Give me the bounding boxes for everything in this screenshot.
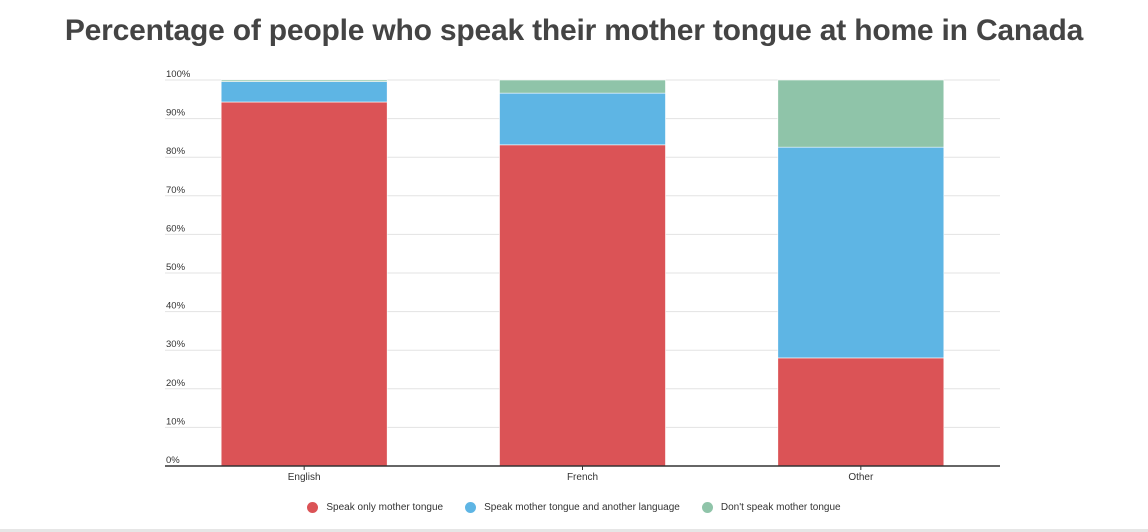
legend-label: Don't speak mother tongue <box>720 502 841 513</box>
legend-item-mother-tongue-and-another[interactable]: Speak mother tongue and another language <box>465 502 680 513</box>
y-tick-label: 90% <box>166 108 186 119</box>
y-tick-label: 100% <box>166 69 191 80</box>
y-tick-label: 20% <box>166 378 186 389</box>
bar-segment-other-2[interactable] <box>777 79 945 148</box>
y-tick-label: 30% <box>166 339 186 350</box>
y-tick-label: 10% <box>166 416 186 427</box>
bar-segment-other-1[interactable] <box>777 146 945 359</box>
x-tick-label: French <box>567 472 598 483</box>
legend-swatch-green <box>701 502 713 513</box>
chart-title: Percentage of people who speak their mot… <box>64 14 1084 47</box>
y-tick-label: 70% <box>166 185 186 196</box>
bar-segment-french-2[interactable] <box>499 79 666 94</box>
legend-swatch-red <box>307 502 319 513</box>
y-tick-label: 40% <box>166 301 186 312</box>
x-tick-label: English <box>288 472 321 483</box>
y-tick-label: 80% <box>166 146 186 157</box>
legend-label: Speak mother tongue and another language <box>484 502 680 513</box>
legend-swatch-blue <box>465 502 477 513</box>
legend-item-only-mother-tongue[interactable]: Speak only mother tongue <box>307 502 443 513</box>
bar-segment-english-2[interactable] <box>220 79 388 82</box>
bar-segment-french-1[interactable] <box>499 92 666 146</box>
x-tick-label: Other <box>848 472 874 483</box>
bar-segment-french-0[interactable] <box>499 144 666 467</box>
legend-item-dont-speak-mother-tongue[interactable]: Don't speak mother tongue <box>701 502 841 513</box>
legend-label: Speak only mother tongue <box>326 502 444 513</box>
y-tick-label: 0% <box>166 455 180 466</box>
y-tick-label: 60% <box>166 223 186 234</box>
chart-plot: 0% 10% 20% 30% 40% 50% 60% 70% 80% 90% 100% English… <box>165 69 1000 483</box>
chart-legend: Speak only mother tongue Speak mother to… <box>0 502 1148 513</box>
y-tick-label: 50% <box>166 262 186 273</box>
bar-segment-english-1[interactable] <box>220 81 388 103</box>
bar-segment-other-0[interactable] <box>777 357 945 467</box>
bar-segment-english-0[interactable] <box>220 101 388 467</box>
bottom-rule <box>0 529 1148 532</box>
